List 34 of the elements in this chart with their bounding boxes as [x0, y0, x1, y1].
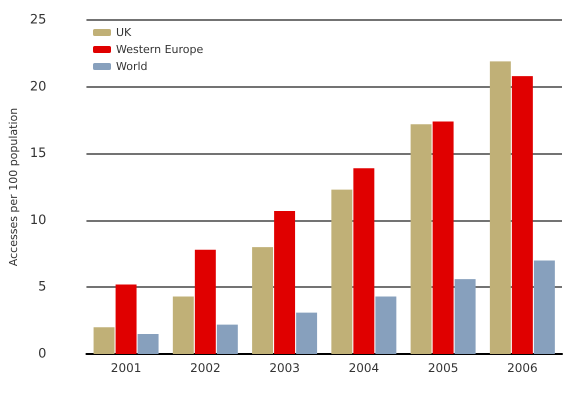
x-tick-label: 2005 [428, 361, 458, 375]
legend-label: Western Europe [116, 43, 204, 56]
legend-label: World [116, 60, 148, 73]
bar [331, 190, 352, 354]
y-tick-label: 5 [38, 280, 46, 295]
bar [194, 250, 216, 354]
bar [353, 168, 374, 354]
y-tick-label: 25 [30, 12, 46, 28]
bar [296, 312, 318, 354]
bar [138, 334, 159, 354]
bar [375, 296, 396, 354]
y-tick-label: 10 [30, 212, 46, 228]
legend-label: UK [116, 26, 132, 39]
y-tick-label: 0 [38, 346, 46, 362]
x-tick-label: 2006 [507, 361, 538, 375]
bar [116, 284, 137, 354]
bar [172, 296, 194, 354]
bar [432, 122, 454, 354]
bar [252, 247, 274, 354]
y-tick-label: 20 [30, 79, 46, 94]
bar [490, 61, 511, 354]
x-tick-label: 2002 [190, 361, 221, 375]
bar [534, 260, 555, 354]
y-tick-label: 15 [30, 146, 46, 162]
bar [512, 76, 533, 354]
bar [454, 279, 476, 354]
bar [410, 124, 432, 354]
x-tick-label: 2004 [348, 361, 380, 375]
y-axis-title: Accesses per 100 population [7, 108, 20, 266]
bar [274, 211, 296, 354]
x-tick-label: 2003 [269, 361, 300, 375]
bar [94, 327, 115, 354]
x-tick-label: 2001 [110, 361, 142, 375]
bar [216, 324, 238, 354]
